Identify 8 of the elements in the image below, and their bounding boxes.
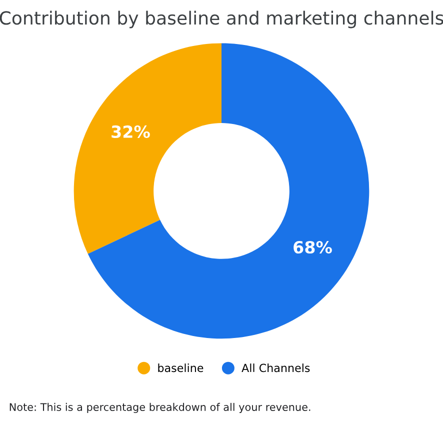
data-label: 68% — [294, 240, 332, 254]
legend-label: All Channels — [242, 364, 310, 372]
donut-slice — [88, 43, 370, 339]
donut-slice — [74, 43, 222, 254]
legend-label: baseline — [158, 364, 204, 372]
text: Note: This is a percentage breakdown of all your revenue. — [10, 402, 310, 413]
chart-title: Contribution by baseline and marketing channels — [0, 10, 443, 28]
data-label: 32% — [112, 125, 150, 138]
